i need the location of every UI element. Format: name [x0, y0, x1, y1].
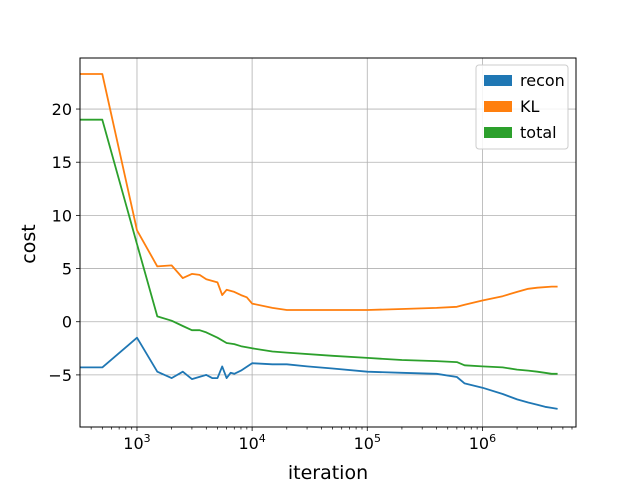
legend-swatch-total [484, 127, 512, 138]
legend-swatch-KL [484, 101, 512, 112]
y-tick-label: 15 [52, 153, 72, 172]
series-line-total [80, 118, 558, 375]
plot-frame [79, 57, 577, 428]
x-tick-label: 106 [469, 432, 496, 453]
legend-label-recon: recon [520, 71, 565, 90]
series-line-KL [80, 73, 558, 311]
series-lines [80, 73, 558, 410]
y-axis-label: cost [18, 224, 40, 263]
y-tick-label: −5 [48, 366, 72, 385]
x-tick-label: 104 [238, 432, 265, 453]
legend: recon KL total [475, 64, 569, 150]
y-tick-label: 10 [52, 206, 72, 225]
legend-label-KL: KL [520, 97, 539, 116]
series-line-recon [80, 336, 558, 410]
x-tick-label: 105 [354, 432, 381, 453]
x-axis-ticks: 103 104 105 106 [90, 427, 573, 453]
y-tick-label: 20 [52, 100, 72, 119]
y-tick-label: 5 [62, 260, 72, 279]
legend-label-total: total [520, 123, 557, 142]
legend-swatch-recon [484, 75, 512, 86]
x-tick-label: 103 [123, 432, 150, 453]
x-axis-label: iteration [288, 462, 368, 480]
y-axis-ticks: −5 0 5 10 15 20 [48, 100, 80, 385]
y-tick-label: 0 [62, 313, 72, 332]
